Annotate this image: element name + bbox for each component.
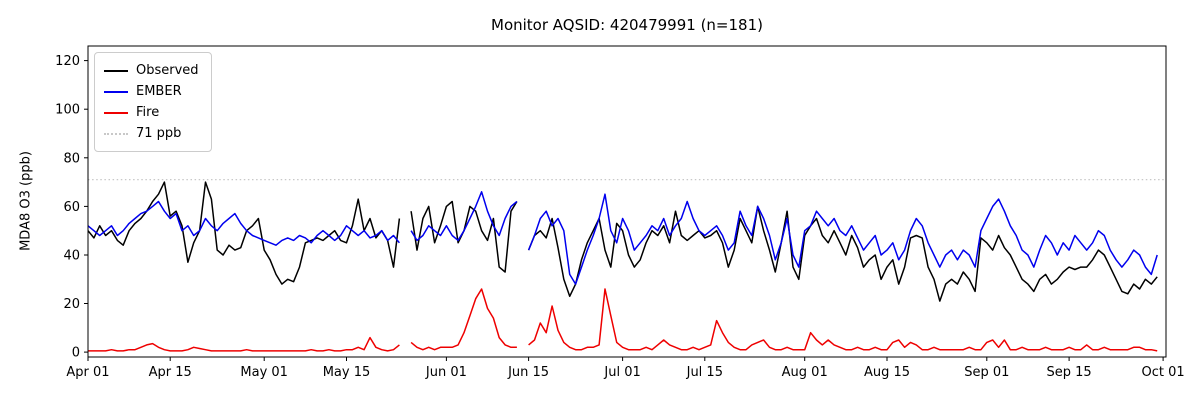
x-tick-label: Sep 15 — [1047, 365, 1092, 380]
legend-line-sample — [104, 90, 128, 93]
legend-line-sample — [104, 132, 128, 135]
x-tick-label: Oct 01 — [1142, 365, 1185, 380]
series-line-fire — [88, 288, 1158, 352]
chart-title: Monitor AQSID: 420479991 (n=181) — [491, 16, 763, 34]
y-tick-label: 120 — [55, 54, 80, 69]
x-tick-label: Aug 15 — [864, 365, 910, 380]
legend-item: 71 ppb — [104, 123, 199, 144]
legend-label: Observed — [136, 63, 199, 78]
series-line-observed — [87, 181, 1158, 302]
x-tick-label: Sep 01 — [964, 365, 1009, 380]
legend-label: EMBER — [136, 84, 182, 99]
x-tick-label: Jul 01 — [603, 365, 640, 380]
axes-frame — [87, 45, 1167, 358]
legend-item: Observed — [104, 60, 199, 81]
y-tick-label: 0 — [72, 346, 80, 361]
legend-label: Fire — [136, 105, 160, 120]
y-tick-label: 100 — [55, 103, 80, 118]
series-line-ember — [87, 191, 1158, 285]
legend-label: 71 ppb — [136, 126, 182, 141]
legend-line-sample — [104, 111, 128, 114]
x-tick-label: May 15 — [323, 365, 371, 380]
legend-item: EMBER — [104, 81, 199, 102]
x-tick-label: Jun 15 — [507, 365, 549, 380]
legend-item: Fire — [104, 102, 199, 123]
y-tick-label: 40 — [63, 249, 80, 264]
x-tick-label: Jul 15 — [686, 365, 723, 380]
y-tick-label: 60 — [63, 200, 80, 215]
legend-line-sample — [104, 69, 128, 72]
legend: Observed EMBER Fire 71 ppb — [94, 52, 212, 152]
y-tick-label: 80 — [63, 151, 80, 166]
x-tick-label: Apr 01 — [66, 365, 109, 380]
x-tick-label: Aug 01 — [782, 365, 828, 380]
x-tick-label: May 01 — [240, 365, 288, 380]
y-tick-label: 20 — [63, 297, 80, 312]
x-tick-label: Jun 01 — [425, 365, 467, 380]
x-tick-label: Apr 15 — [149, 365, 192, 380]
